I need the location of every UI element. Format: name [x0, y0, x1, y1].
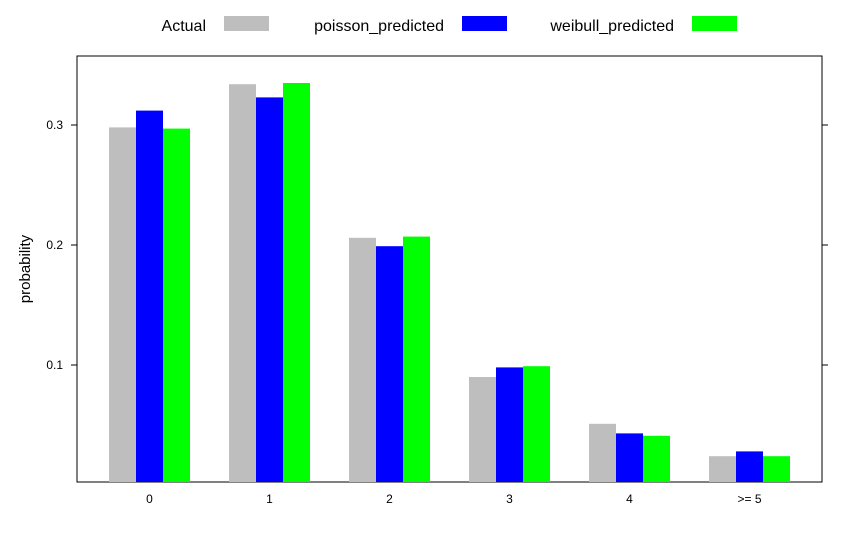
legend-swatch-weibull_predicted [692, 16, 737, 31]
bar-poisson_predicted-2 [376, 246, 403, 482]
bars-group [109, 83, 790, 483]
x-tick-label: 1 [266, 492, 273, 506]
bar-Actual-0 [109, 127, 136, 483]
bar-Actual-5 [709, 456, 736, 482]
x-tick-label: >= 5 [737, 492, 761, 506]
y-tick-label: 0.3 [46, 118, 63, 132]
bar-poisson_predicted-0 [136, 110, 163, 482]
x-axis: 0 1 2 3 4 >= 5 [146, 492, 762, 506]
x-tick-label: 3 [506, 492, 513, 506]
legend-label-poisson_predicted: poisson_predicted [314, 18, 444, 35]
bar-weibull_predicted-5 [763, 456, 790, 482]
legend-label-Actual: Actual [162, 18, 206, 35]
bar-Actual-1 [229, 84, 256, 482]
bar-weibull_predicted-3 [523, 366, 550, 482]
bar-poisson_predicted-1 [256, 97, 283, 483]
y-axis: 0.1 0.2 0.3 [46, 118, 828, 372]
y-tick-label: 0.1 [46, 358, 63, 372]
bar-Actual-3 [469, 377, 496, 482]
bar-weibull_predicted-1 [283, 83, 310, 482]
x-tick-label: 4 [626, 492, 633, 506]
bar-poisson_predicted-4 [616, 433, 643, 482]
x-tick-label: 2 [386, 492, 393, 506]
legend: Actual poisson_predicted weibull_predicted [162, 16, 737, 35]
legend-swatch-poisson_predicted [462, 16, 507, 31]
bar-weibull_predicted-0 [163, 128, 190, 482]
bar-Actual-2 [349, 237, 376, 482]
bar-poisson_predicted-3 [496, 367, 523, 482]
plot-frame [76, 55, 823, 483]
y-tick-label: 0.2 [46, 238, 63, 252]
bar-poisson_predicted-5 [736, 451, 763, 482]
x-tick-label: 0 [146, 492, 153, 506]
y-axis-title: probability [17, 234, 34, 303]
bar-weibull_predicted-2 [403, 236, 430, 482]
legend-swatch-Actual [224, 16, 269, 31]
bar-Actual-4 [589, 423, 616, 482]
bar-weibull_predicted-4 [643, 435, 670, 482]
legend-label-weibull_predicted: weibull_predicted [549, 18, 674, 35]
